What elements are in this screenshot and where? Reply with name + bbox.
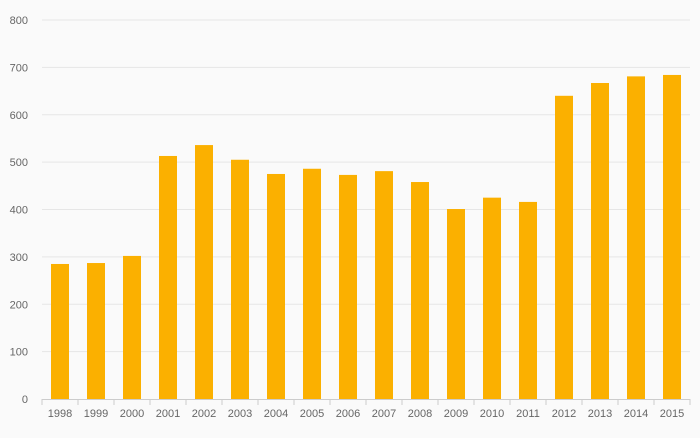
bar-2013 [591,83,609,399]
y-tick-label: 200 [10,299,28,311]
y-tick-label: 600 [10,110,28,122]
x-axis [41,399,691,405]
bar-2007 [375,171,393,399]
y-tick-label: 700 [10,62,28,74]
y-tick-label: 500 [10,157,28,169]
x-tick-label: 2002 [192,408,216,420]
bar-2002 [195,145,213,399]
x-tick-label: 2004 [264,408,288,420]
x-tick-label: 2012 [552,408,576,420]
bar-2008 [411,182,429,399]
bar-1998 [51,263,69,399]
x-tick-label: 2001 [156,408,180,420]
x-axis-ticks: 1998 1999 2000 2001 2002 2003 2004 2005 2006 2007… [48,408,684,420]
x-tick-label: 2015 [660,408,684,420]
x-tick-label: 2008 [408,408,432,420]
bar-2003 [231,159,249,399]
x-tick-label: 2010 [480,408,504,420]
bar-2012 [555,95,573,400]
y-tick-label: 0 [22,394,28,406]
x-tick-label: 1999 [84,408,108,420]
y-tick-label: 400 [10,205,28,217]
bar-2001 [159,155,177,399]
x-tick-label: 2013 [588,408,612,420]
x-tick-label: 2011 [516,408,540,420]
x-tick-label: 2000 [120,408,144,420]
bar-2000 [123,255,141,399]
bar-2014 [627,76,645,399]
bar-1999 [87,263,105,399]
bars [51,74,681,400]
bar-2004 [267,173,285,399]
bar-2005 [303,168,321,399]
bar-2015 [663,74,681,399]
bar-2009 [447,209,465,399]
x-tick-label: 2003 [228,408,252,420]
x-tick-label: 1998 [48,408,72,420]
y-tick-label: 100 [10,347,28,359]
x-tick-label: 2009 [444,408,468,420]
x-tick-label: 2005 [300,408,324,420]
bar-2010 [483,197,501,399]
bar-2011 [519,201,537,399]
grid-lines [42,19,690,353]
y-tick-label: 300 [10,252,28,264]
y-axis-ticks: 0 100 200 300 400 500 600 700 800 [10,15,28,406]
bar-2006 [339,174,357,399]
y-tick-label: 800 [10,15,28,27]
x-tick-label: 2014 [624,408,648,420]
x-tick-label: 2006 [336,408,360,420]
x-tick-label: 2007 [372,408,396,420]
